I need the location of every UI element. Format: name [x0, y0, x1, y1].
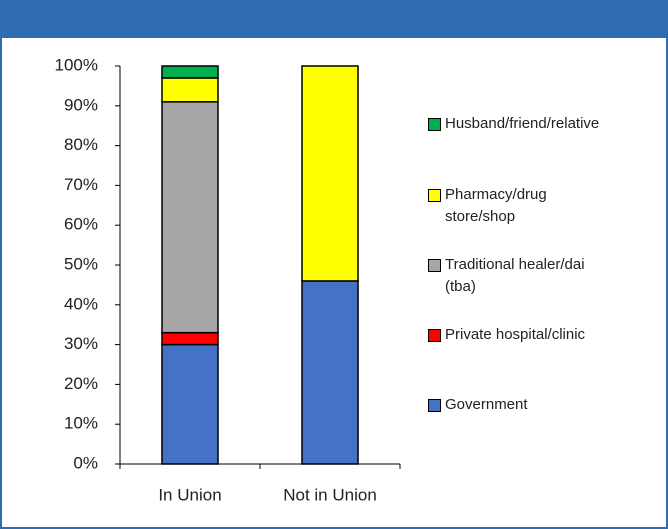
bar-segment	[301, 280, 359, 465]
legend-swatch	[428, 259, 441, 272]
y-tick-label: 80%	[64, 135, 98, 154]
bar-segment	[161, 65, 219, 79]
legend-label: Husband/friend/relative	[445, 115, 600, 132]
bar-segment	[301, 65, 359, 282]
legend-label: Private hospital/clinic	[445, 326, 586, 343]
y-tick-label: 60%	[64, 215, 98, 234]
x-tick-label: In Union	[158, 485, 221, 504]
legend-swatch	[428, 399, 441, 412]
y-tick-label: 70%	[64, 175, 98, 194]
y-tick-label: 100%	[55, 55, 98, 74]
legend-swatch	[428, 118, 441, 131]
y-tick-label: 40%	[64, 294, 98, 313]
y-tick-label: 10%	[64, 414, 98, 433]
legend-label: Government	[445, 396, 528, 413]
legend-swatch	[428, 329, 441, 342]
header-band	[2, 2, 666, 38]
y-tick-label: 50%	[64, 254, 98, 273]
legend-label: Pharmacy/drug store/shop	[445, 186, 547, 225]
legend-label: Traditional healer/dai (tba)	[445, 256, 585, 295]
x-tick-label: Not in Union	[283, 485, 377, 504]
bar-segment	[161, 77, 219, 103]
y-tick-label: 90%	[64, 95, 98, 114]
legend-swatch	[428, 189, 441, 202]
bar-segment	[161, 101, 219, 334]
bar-segment	[161, 331, 219, 346]
bar-segment	[161, 343, 219, 465]
y-tick-label: 0%	[73, 453, 98, 472]
y-tick-label: 20%	[64, 374, 98, 393]
y-tick-label: 30%	[64, 334, 98, 353]
